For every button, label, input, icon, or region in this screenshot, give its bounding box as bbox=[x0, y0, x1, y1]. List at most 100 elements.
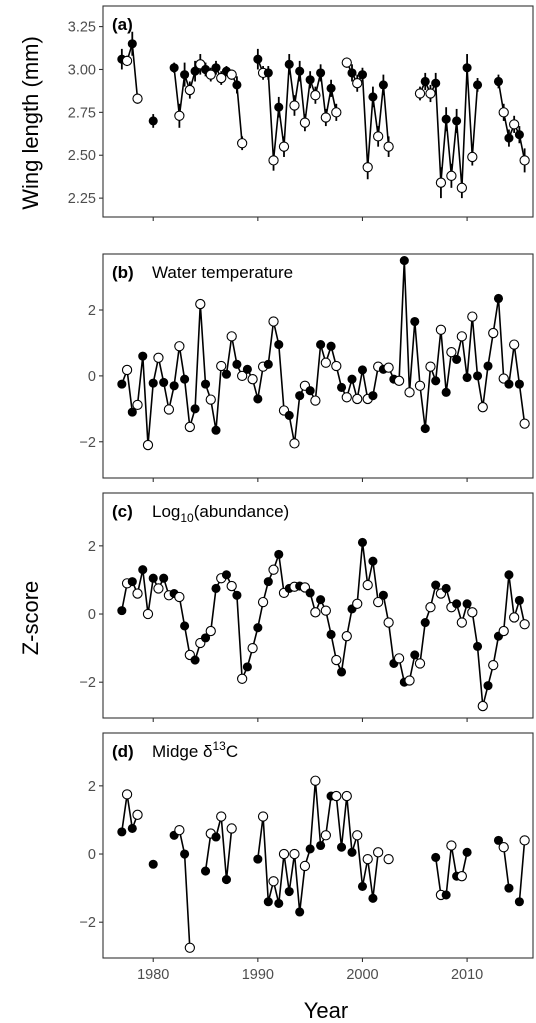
data-point-open bbox=[195, 298, 206, 310]
data-point-filled bbox=[420, 76, 430, 87]
panel-a-frame bbox=[102, 5, 534, 218]
data-point-open bbox=[373, 131, 384, 142]
data-point-open bbox=[509, 339, 520, 350]
data-point-filled bbox=[242, 364, 252, 374]
y-tick-label: 2 bbox=[88, 303, 96, 319]
series-line-segment bbox=[173, 829, 191, 948]
data-point-open bbox=[456, 617, 468, 628]
data-point-filled bbox=[253, 854, 263, 864]
panel-b: −2 0 2 (b) Water temperature bbox=[79, 253, 534, 482]
data-point-filled bbox=[253, 623, 263, 633]
data-point-open bbox=[174, 341, 185, 352]
panel-c-letter: (c) bbox=[112, 502, 133, 521]
data-point-open bbox=[373, 596, 384, 608]
data-point-filled bbox=[295, 391, 305, 401]
y-tick-label: 2.25 bbox=[68, 191, 96, 207]
data-point-open bbox=[153, 583, 164, 594]
data-point-filled bbox=[253, 394, 263, 404]
data-point-filled bbox=[127, 407, 137, 417]
data-point-open bbox=[236, 673, 248, 684]
data-point-filled bbox=[452, 599, 462, 609]
data-point-filled bbox=[431, 376, 441, 386]
data-point-filled bbox=[305, 75, 315, 85]
data-point-open bbox=[205, 69, 216, 80]
data-point-open bbox=[352, 830, 363, 841]
y-tick-label: 0 bbox=[88, 607, 96, 623]
data-point-open bbox=[132, 588, 143, 599]
data-point-filled bbox=[305, 386, 315, 396]
series-line-segment bbox=[434, 844, 468, 896]
data-point-filled bbox=[399, 256, 409, 266]
data-point-filled bbox=[211, 832, 221, 842]
data-point-filled bbox=[462, 847, 472, 857]
data-point-open bbox=[362, 853, 373, 865]
data-point-filled bbox=[326, 341, 336, 351]
data-point-open bbox=[352, 598, 363, 609]
series-line-segment bbox=[121, 793, 139, 833]
data-point-filled bbox=[305, 588, 315, 598]
data-point-open bbox=[289, 438, 300, 449]
data-point-filled bbox=[504, 379, 514, 389]
data-point-filled bbox=[284, 59, 294, 69]
data-point-filled bbox=[148, 573, 158, 583]
panel-d-frame bbox=[102, 732, 534, 959]
x-tick-label: 1980 bbox=[137, 967, 169, 983]
data-point-open bbox=[278, 141, 290, 152]
data-point-open bbox=[341, 57, 352, 68]
data-point-filled bbox=[263, 359, 273, 369]
data-point-filled bbox=[336, 382, 347, 392]
data-point-filled bbox=[431, 78, 441, 88]
y-tick-label: 0 bbox=[88, 847, 96, 863]
data-point-open bbox=[331, 360, 342, 372]
data-point-open bbox=[268, 316, 279, 327]
panel-c-frame bbox=[102, 492, 534, 719]
data-point-filled bbox=[368, 556, 378, 566]
data-point-open bbox=[174, 591, 185, 603]
data-point-filled bbox=[169, 381, 179, 391]
data-point-filled bbox=[410, 650, 420, 660]
series-line-segment bbox=[121, 42, 139, 99]
data-point-open bbox=[414, 380, 426, 391]
data-point-filled bbox=[431, 852, 441, 862]
x-tick-label: 2010 bbox=[451, 967, 483, 983]
data-point-filled bbox=[326, 629, 336, 640]
data-point-open bbox=[446, 347, 457, 358]
data-point-filled bbox=[263, 577, 273, 587]
panel-d-letter: (d) bbox=[112, 742, 134, 761]
data-point-filled bbox=[274, 102, 284, 112]
data-point-open bbox=[121, 364, 133, 376]
data-point-filled bbox=[295, 66, 305, 76]
y-tick-label: 0 bbox=[88, 369, 96, 385]
data-point-filled bbox=[368, 893, 378, 903]
series-line-segment bbox=[121, 259, 526, 446]
data-point-open bbox=[519, 418, 530, 429]
y-tick-label: 2 bbox=[88, 539, 96, 555]
data-point-open bbox=[226, 331, 237, 342]
series-line-segment bbox=[518, 840, 526, 902]
data-point-filled bbox=[420, 617, 430, 628]
data-point-open bbox=[310, 775, 321, 786]
data-point-open bbox=[226, 69, 237, 80]
y-tick-label: −2 bbox=[79, 915, 96, 931]
data-point-filled bbox=[232, 359, 242, 369]
panel-a-letter: (a) bbox=[112, 15, 133, 34]
data-point-open bbox=[425, 88, 436, 99]
data-point-open bbox=[498, 842, 509, 853]
z-score-axis-title: Z-score bbox=[18, 581, 43, 656]
data-point-open bbox=[268, 564, 279, 575]
data-point-open bbox=[331, 654, 342, 666]
data-point-open bbox=[205, 625, 216, 637]
data-point-open bbox=[352, 78, 363, 89]
data-point-open bbox=[310, 90, 321, 101]
data-point-open bbox=[498, 625, 509, 637]
data-point-open bbox=[320, 605, 331, 616]
data-point-filled bbox=[221, 570, 232, 580]
data-point-filled bbox=[347, 68, 357, 78]
data-point-open bbox=[425, 602, 436, 613]
data-point-filled bbox=[514, 897, 524, 907]
data-point-open bbox=[299, 117, 311, 128]
data-point-open bbox=[393, 375, 405, 386]
data-point-open bbox=[216, 811, 227, 822]
data-point-filled bbox=[326, 83, 336, 93]
